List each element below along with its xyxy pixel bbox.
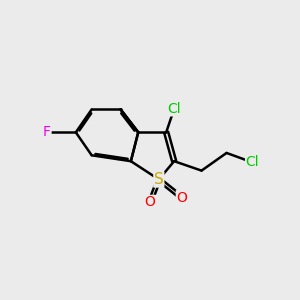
Text: F: F <box>43 125 51 139</box>
Text: S: S <box>154 172 164 187</box>
Text: O: O <box>176 191 187 205</box>
Text: Cl: Cl <box>246 155 259 170</box>
Text: O: O <box>145 195 155 209</box>
Text: Cl: Cl <box>167 102 181 116</box>
